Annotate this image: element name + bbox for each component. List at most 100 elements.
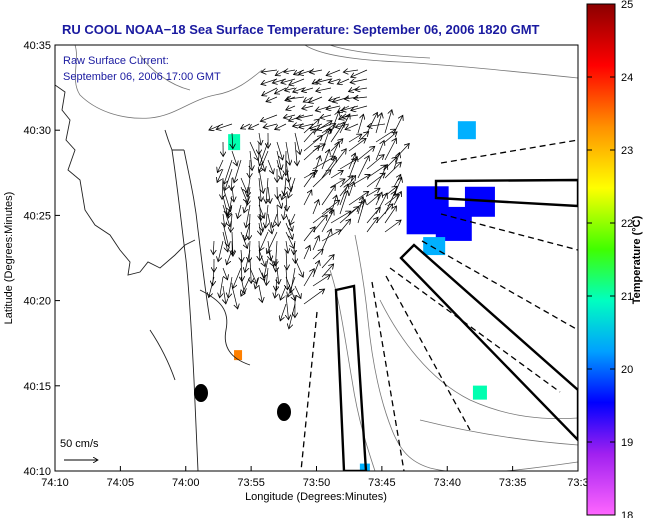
current-vector [280,285,287,300]
current-vector [277,204,278,226]
current-vector [355,88,368,90]
current-vector [216,123,233,129]
current-vector [350,79,368,83]
current-vector [384,220,401,233]
current-vector [312,200,319,215]
current-vector [223,213,225,227]
current-vector [259,222,261,235]
current-vector [266,204,268,228]
current-vector [223,285,226,304]
current-vector [258,249,265,267]
sst-pixel-patch [472,385,487,400]
current-vector [366,217,378,233]
current-vector [351,105,368,110]
current-vector [280,303,287,321]
y-axis-ticks: 40:10 40:15 40:20 40:25 40:30 40:35 [23,40,60,478]
current-vector [259,285,262,302]
current-vector [321,128,330,152]
y-tick-label: 40:20 [23,296,51,308]
current-vector [275,285,277,298]
current-vector [231,177,232,190]
current-vector [276,276,277,291]
current-vector [285,141,290,165]
current-vector [345,123,359,130]
y-tick-label: 40:10 [23,466,51,478]
current-vector [272,213,278,228]
x-tick-label: 73:45 [368,477,396,489]
current-vector [277,267,279,284]
current-vector [249,141,258,161]
current-vector [320,115,332,118]
y-tick-label: 40:35 [23,40,51,52]
current-vector [231,213,232,232]
current-vector [285,222,293,239]
current-vector [393,192,401,206]
current-vector [266,267,268,285]
current-vector [228,276,233,298]
current-vector [246,204,251,228]
colorbar-tick-label: 21 [621,291,633,303]
current-vector [276,159,282,180]
current-vector [255,276,259,289]
land-mask-blob [194,384,208,402]
current-vector [384,162,401,179]
current-vector [289,78,305,85]
current-vector [241,276,251,296]
current-vector [303,289,325,305]
current-vector [248,123,260,129]
current-vector [218,240,224,262]
current-vector [312,144,325,152]
current-vector [286,294,289,320]
current-vector [321,186,335,206]
current-vector [286,106,296,110]
coverage-polygons [334,178,578,471]
current-vector [259,150,269,172]
x-tick-label: 73:3 [567,477,588,489]
current-vector [217,168,224,182]
current-vector [222,186,231,212]
current-vector [303,136,322,152]
current-vector [321,264,334,278]
y-tick-label: 40:30 [23,125,51,137]
current-vector [343,70,359,72]
current-vector [227,204,233,216]
current-vector [234,159,242,183]
current-vector [303,245,310,260]
current-vector [250,150,252,170]
current-vector [233,267,242,288]
current-vector [222,231,228,252]
current-vector [232,186,234,202]
subtitle-line-2: September 06, 2006 17:00 GMT [63,71,221,83]
current-vector [330,179,345,188]
current-vector [245,249,251,272]
colorbar-tick-label: 18 [621,510,633,518]
current-vector [357,199,365,224]
current-vector [321,230,341,242]
current-vector [348,157,357,179]
colorbar-tick-label: 23 [621,145,633,157]
current-vector [303,190,312,206]
current-vector [351,69,368,77]
current-vector [330,149,346,170]
current-vector [384,138,396,161]
current-vector [302,88,314,91]
current-vector [330,211,351,224]
current-vector [367,124,386,127]
current-vector [275,123,287,130]
land-mask-blob [277,403,291,421]
sst-pixel-patch [234,350,243,361]
current-vector [321,229,331,251]
current-vector [366,155,384,170]
current-vector [342,115,359,117]
current-vector [348,138,366,152]
current-vector [286,249,287,270]
current-vector [375,129,396,143]
current-vector [231,285,238,309]
current-vector [213,240,214,255]
current-vector [284,177,286,196]
current-vector [384,191,395,215]
current-vector [288,276,296,297]
current-vector [250,258,251,283]
current-vector [321,149,329,170]
current-vector [285,168,291,191]
